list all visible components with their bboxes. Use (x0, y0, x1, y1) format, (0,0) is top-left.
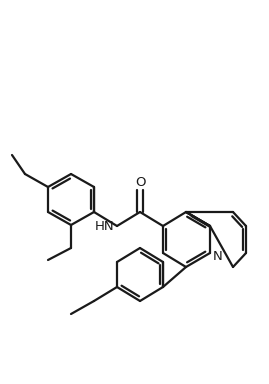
Text: HN: HN (94, 220, 114, 232)
Text: O: O (135, 177, 145, 189)
Text: N: N (213, 250, 223, 263)
